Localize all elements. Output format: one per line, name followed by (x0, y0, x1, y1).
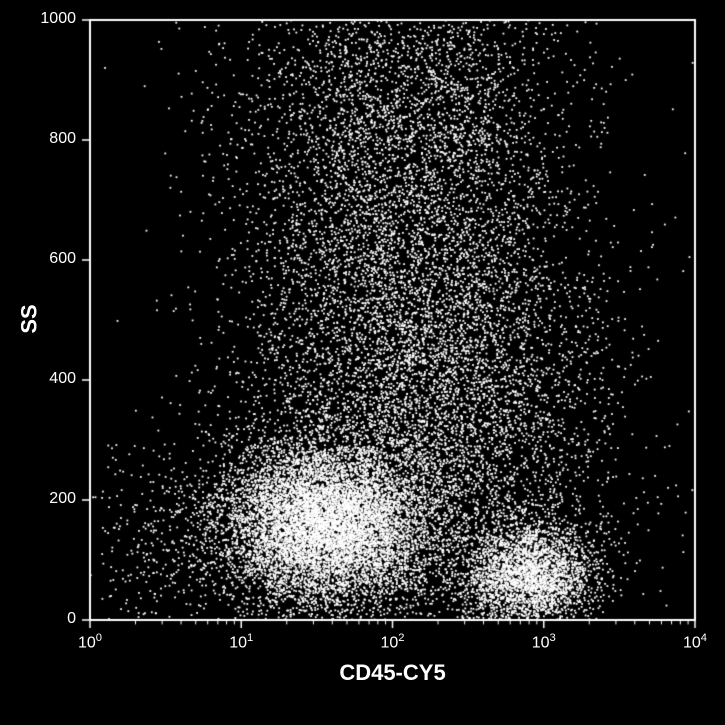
tick-label: 104 (683, 632, 707, 652)
scatter-plot-canvas (0, 0, 725, 725)
tick-label: 600 (49, 250, 76, 268)
tick-label: 103 (532, 632, 556, 652)
tick-label: 800 (49, 130, 76, 148)
tick-label: 1000 (40, 10, 76, 28)
tick-label: 400 (49, 370, 76, 388)
tick-label: 102 (380, 632, 404, 652)
y-axis-label: SS (17, 304, 43, 333)
chart-container: { "scatter": { "type": "scatter", "panel… (0, 0, 725, 725)
x-axis-label: CD45-CY5 (90, 660, 695, 686)
tick-label: 0 (67, 610, 76, 628)
tick-label: 200 (49, 490, 76, 508)
tick-label: 100 (78, 632, 102, 652)
tick-label: 101 (229, 632, 253, 652)
